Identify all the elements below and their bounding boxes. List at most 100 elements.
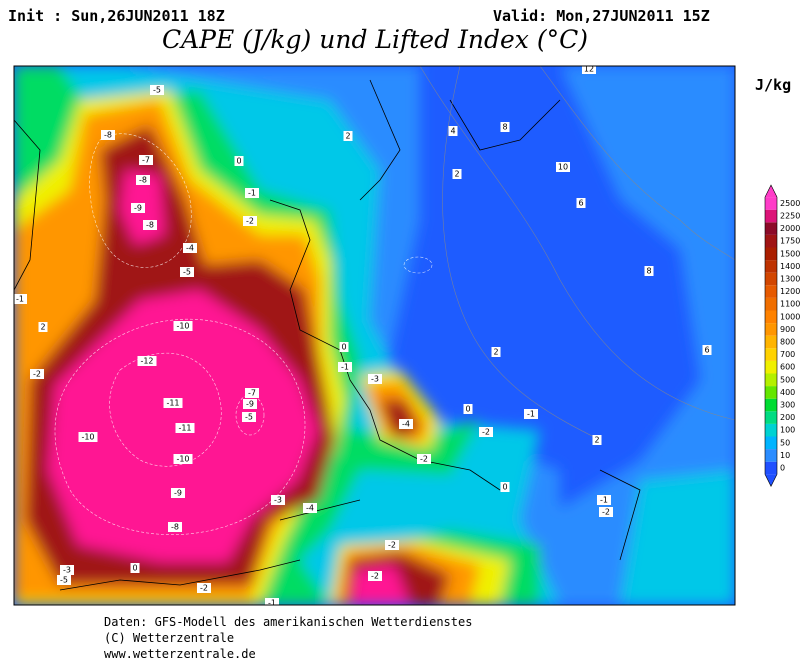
contour-label-box bbox=[479, 427, 493, 437]
contour-label-box bbox=[556, 162, 570, 172]
contour-label: -11 bbox=[178, 424, 191, 433]
contour-label: -4 bbox=[186, 244, 194, 253]
footer-line: www.wetterzentrale.de bbox=[104, 647, 256, 661]
contour-label: 0 bbox=[502, 483, 507, 492]
colorbar-label: 300 bbox=[780, 401, 795, 410]
contour-label: 0 bbox=[236, 157, 241, 166]
contour-label: -1 bbox=[248, 189, 256, 198]
map: -5-8-7-8-9-8-4-5-10-12-11-11-10-10-9-8-7… bbox=[14, 66, 735, 608]
contour-label-box bbox=[599, 507, 613, 517]
colorbar-label: 100 bbox=[780, 426, 795, 435]
contour-label-box bbox=[143, 220, 157, 230]
contour-label: -3 bbox=[63, 566, 71, 575]
isolines bbox=[419, 66, 735, 441]
contour-label-box bbox=[175, 423, 195, 433]
colorbar-segment bbox=[765, 373, 777, 387]
contour-label: 6 bbox=[578, 199, 583, 208]
contour-label: -10 bbox=[81, 433, 94, 442]
contour-label: -5 bbox=[60, 576, 68, 585]
colorbar-segment bbox=[765, 335, 777, 349]
contour-label: -1 bbox=[268, 599, 276, 608]
contour-label-box bbox=[524, 409, 538, 419]
colorbar-segment bbox=[765, 386, 777, 399]
contour-label-box bbox=[57, 575, 71, 585]
contour-label-box bbox=[30, 369, 44, 379]
contour-label: -2 bbox=[420, 455, 428, 464]
colorbar-label: 500 bbox=[780, 375, 795, 384]
contour-label-box bbox=[136, 175, 150, 185]
contour-label: -2 bbox=[602, 508, 610, 517]
contour-label: -10 bbox=[176, 455, 189, 464]
footer-line: (C) Wetterzentrale bbox=[104, 631, 234, 645]
colorbar-segment bbox=[765, 411, 777, 424]
contour-label: -2 bbox=[200, 584, 208, 593]
contour-label: -11 bbox=[166, 399, 179, 408]
colorbar-segment bbox=[765, 234, 777, 248]
contour-label-box bbox=[163, 398, 183, 408]
colorbar-label: 2000 bbox=[780, 224, 800, 233]
colorbar-segment bbox=[765, 209, 777, 223]
contour-label: -9 bbox=[134, 204, 142, 213]
contour-label-box bbox=[137, 356, 157, 366]
cape-field bbox=[14, 66, 735, 605]
contour-label: 2 bbox=[454, 170, 459, 179]
contour-label-box bbox=[234, 156, 244, 166]
colorbar-segment bbox=[765, 461, 777, 475]
contour-label-box bbox=[343, 131, 353, 141]
contour-label-box bbox=[576, 198, 586, 208]
contour-label: 2 bbox=[40, 323, 45, 332]
contour-label: -2 bbox=[371, 572, 379, 581]
colorbar-label: 50 bbox=[780, 438, 790, 447]
contour-label: -1 bbox=[16, 295, 24, 304]
colorbar-label: 1100 bbox=[780, 300, 800, 309]
contour-label-box bbox=[463, 404, 473, 414]
contour-label-box bbox=[582, 66, 596, 74]
contour-label-box bbox=[339, 342, 349, 352]
colorbar-label: 1200 bbox=[780, 287, 800, 296]
colorbar-segment bbox=[765, 222, 777, 235]
contour-label: -9 bbox=[174, 489, 182, 498]
contour-label-box bbox=[197, 583, 211, 593]
contour-label-box bbox=[245, 188, 259, 198]
contour-label-box bbox=[338, 362, 352, 372]
contour-label: -8 bbox=[104, 131, 112, 140]
legend-unit: J/kg bbox=[755, 76, 791, 94]
colorbar-label: 1300 bbox=[780, 275, 800, 284]
contour-label-box bbox=[14, 294, 27, 304]
contour-label: 8 bbox=[646, 267, 651, 276]
contour-label: 2 bbox=[493, 348, 498, 357]
colorbar-segment bbox=[765, 297, 777, 311]
valid-time: Valid: Mon,27JUN2011 15Z bbox=[493, 7, 710, 25]
colorbar-segment bbox=[765, 272, 777, 286]
colorbar-label: 200 bbox=[780, 413, 795, 422]
contour-label-box bbox=[173, 321, 193, 331]
colorbar-segment bbox=[765, 423, 777, 437]
map-title: CAPE (J/kg) und Lifted Index (°C) bbox=[162, 25, 588, 54]
contour-label-box bbox=[368, 571, 382, 581]
contour-label: -1 bbox=[600, 496, 608, 505]
colorbar-label: 1000 bbox=[780, 312, 800, 321]
map-frame bbox=[13, 65, 736, 606]
contour-label: -12 bbox=[140, 357, 153, 366]
contour-label-box bbox=[180, 267, 194, 277]
contour-label: 0 bbox=[341, 343, 346, 352]
contour-label-box bbox=[139, 155, 153, 165]
contour-label-box bbox=[385, 540, 399, 550]
colorbar-segment bbox=[765, 436, 777, 450]
colorbar-segment bbox=[765, 260, 777, 273]
lifted-index-contours bbox=[54, 133, 433, 535]
contour-label: -7 bbox=[248, 389, 256, 398]
contour-label: -3 bbox=[274, 496, 282, 505]
footer-line: Daten: GFS-Modell des amerikanischen Wet… bbox=[104, 615, 472, 629]
colorbar-outline bbox=[764, 184, 778, 487]
contour-label-box bbox=[101, 130, 115, 140]
contour-label-box bbox=[130, 563, 140, 573]
contour-label: -5 bbox=[183, 268, 191, 277]
contour-label: -1 bbox=[341, 363, 349, 372]
colorbar-segment bbox=[765, 310, 777, 324]
contour-label: -8 bbox=[146, 221, 154, 230]
colorbar-segment bbox=[765, 197, 777, 210]
contour-label: 0 bbox=[465, 405, 470, 414]
